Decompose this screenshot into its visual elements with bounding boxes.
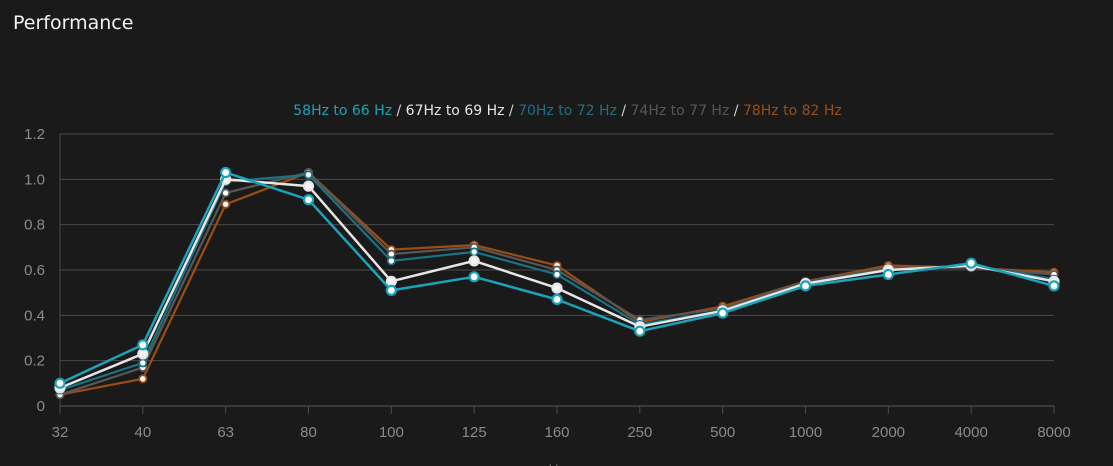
x-tick-label: 80 — [300, 424, 317, 441]
series-group — [54, 173, 1060, 394]
data-point — [138, 358, 148, 368]
data-point — [468, 271, 480, 283]
y-tick-label: 0.8 — [24, 217, 45, 234]
data-point — [138, 374, 148, 384]
axis-layer: 0 0.2 0.4 0.6 0.8 1.0 1.2 32 40 63 80 100 125 160 250 5… — [24, 126, 1071, 441]
legend-separator: / — [729, 103, 743, 119]
x-tick-label: 4000 — [954, 424, 987, 441]
x-tick-label: 8000 — [1037, 424, 1070, 441]
y-tick-label: 0 — [37, 398, 45, 415]
x-tick-label: 63 — [217, 424, 234, 441]
data-point — [634, 325, 646, 337]
data-point — [386, 256, 396, 266]
data-point — [799, 280, 812, 292]
x-tick-label: 250 — [627, 424, 652, 441]
data-point — [468, 255, 480, 267]
x-tick-label: 2000 — [872, 424, 905, 441]
x-tick-label: 500 — [710, 424, 735, 441]
y-tick-label: 1.0 — [24, 171, 45, 188]
legend-item[interactable]: 78Hz to 82 Hz — [742, 103, 842, 119]
y-tick-label: 0.4 — [24, 307, 45, 324]
data-point — [137, 348, 149, 360]
data-point — [385, 275, 397, 287]
data-point — [221, 199, 231, 209]
series-layer — [54, 166, 1060, 400]
data-point — [965, 257, 977, 269]
legend-separator: / — [392, 103, 406, 119]
y-tick-label: 1.2 — [24, 126, 45, 143]
chart-legend: 58Hz to 66 Hz / 67Hz to 69 Hz / 70Hz to … — [0, 103, 1113, 119]
series-group — [54, 166, 1060, 389]
page-title: Performance — [13, 12, 134, 34]
data-point — [552, 270, 562, 280]
data-point — [302, 194, 315, 206]
x-tick-label: 32 — [52, 424, 69, 441]
data-point — [220, 166, 232, 179]
x-tick-label: 100 — [379, 424, 404, 441]
data-point — [551, 293, 563, 306]
data-point — [551, 282, 563, 294]
y-tick-label: 0.6 — [24, 262, 45, 279]
data-point — [1048, 280, 1060, 292]
data-point — [303, 170, 313, 180]
data-point — [717, 307, 729, 319]
data-point — [302, 180, 315, 192]
x-axis-label: Hz — [548, 461, 565, 466]
y-tick-label: 0.2 — [24, 353, 45, 370]
x-tick-label: 160 — [544, 424, 569, 441]
x-tick-label: 125 — [462, 424, 487, 441]
legend-item[interactable]: 74Hz to 77 Hz — [630, 103, 730, 119]
data-point — [469, 247, 479, 257]
legend-separator: / — [504, 103, 519, 119]
legend-item[interactable]: 58Hz to 66 Hz — [293, 103, 393, 119]
data-point — [221, 188, 231, 198]
legend-item[interactable]: 70Hz to 72 Hz — [518, 103, 617, 119]
x-tick-label: 40 — [134, 424, 151, 441]
data-point — [882, 268, 894, 281]
legend-item[interactable]: 67Hz to 69 Hz — [405, 103, 505, 119]
data-point — [137, 339, 149, 351]
data-point — [54, 377, 66, 389]
legend-separator: / — [616, 103, 631, 119]
x-tick-label: 1000 — [789, 424, 822, 441]
data-point — [385, 284, 397, 296]
